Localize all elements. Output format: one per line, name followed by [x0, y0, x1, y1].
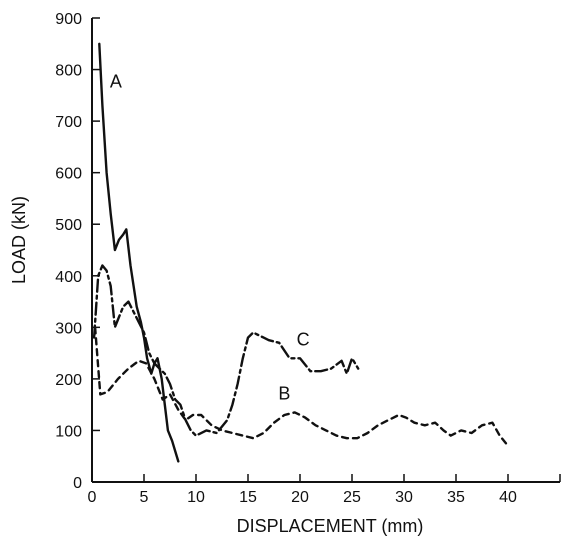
- x-tick-label: 35: [447, 489, 465, 506]
- y-tick-label: 100: [55, 423, 82, 440]
- x-tick-label: 40: [499, 489, 517, 506]
- x-tick-label: 15: [239, 489, 257, 506]
- y-tick-label: 0: [73, 475, 82, 492]
- curve-label-a: A: [110, 72, 122, 92]
- y-tick-label: 300: [55, 320, 82, 337]
- y-tick-label: 500: [55, 217, 82, 234]
- y-tick-label: 200: [55, 372, 82, 389]
- curve-label-c: C: [297, 329, 310, 349]
- y-tick-label: 900: [55, 11, 82, 28]
- x-axis-label: DISPLACEMENT (mm): [237, 516, 424, 536]
- x-tick-label: 10: [187, 489, 205, 506]
- series-layer: [92, 42, 508, 463]
- series-line-c: [92, 264, 360, 437]
- x-tick-label: 30: [395, 489, 413, 506]
- x-tick-label: 20: [291, 489, 309, 506]
- series-line-a: [98, 42, 180, 463]
- y-tick-label: 800: [55, 63, 82, 80]
- axes: 0 5 10 15 20 25 30 35 40010020030040050060070080…: [55, 11, 561, 506]
- y-tick-label: 400: [55, 269, 82, 286]
- y-tick-label: 700: [55, 114, 82, 131]
- x-tick-label: 25: [343, 489, 361, 506]
- y-tick-label: 600: [55, 166, 82, 183]
- x-tick-label: 5: [140, 489, 149, 506]
- annotations: A B C: [110, 72, 310, 404]
- y-axis-label: LOAD (kN): [9, 196, 29, 284]
- curve-label-b: B: [278, 384, 290, 404]
- series-line-b: [93, 326, 508, 445]
- x-tick-label: 0: [88, 489, 97, 506]
